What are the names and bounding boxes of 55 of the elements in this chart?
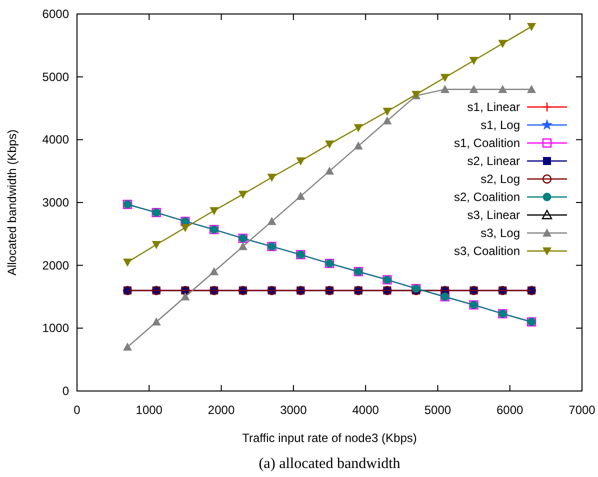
point: [123, 258, 132, 267]
x-axis-title: Traffic input rate of node3 (Kbps): [242, 431, 417, 445]
point: [180, 224, 190, 232]
legend-label: s3, Linear: [467, 208, 520, 222]
y-tick-label: 0: [62, 384, 70, 398]
x-tick-label: 6000: [496, 403, 524, 417]
point: [527, 84, 536, 93]
point: [440, 74, 450, 82]
point: [123, 342, 132, 351]
point: [296, 192, 306, 200]
x-tick-label: 3000: [280, 403, 308, 417]
x-tick-label: 7000: [568, 403, 596, 417]
point: [238, 190, 248, 199]
y-tick-label: 1000: [42, 321, 70, 336]
text: (a) allocated bandwidth: [258, 456, 401, 472]
legend-label: s3, Coalition: [454, 244, 520, 258]
point: [469, 56, 478, 65]
point: [267, 174, 276, 182]
point: [152, 317, 161, 326]
legend-label: s2, Coalition: [454, 190, 520, 204]
point: [382, 108, 392, 116]
legend-label: s1, Coalition: [454, 136, 520, 150]
y-axis-title: Allocated bandwidth (Kbps): [5, 129, 19, 276]
point: [354, 124, 363, 132]
point: [382, 116, 392, 124]
point: [498, 40, 508, 48]
legend-label: s2, Log: [480, 172, 520, 186]
y-tick-label: 2000: [42, 258, 70, 272]
point: [527, 22, 536, 32]
point: [469, 84, 478, 93]
point: [354, 141, 363, 150]
legend-label: s1, Linear: [467, 100, 520, 114]
point: [325, 166, 334, 175]
x-tick-label: 5000: [424, 403, 452, 417]
x-tick-label: 1000: [136, 403, 163, 417]
point: [325, 140, 334, 149]
point: [296, 157, 306, 166]
point: [210, 207, 219, 216]
point: [267, 216, 276, 225]
x-tick-label: 4000: [352, 403, 380, 417]
y-tick-label: 5000: [42, 70, 70, 84]
point: [210, 267, 219, 276]
point: [180, 292, 190, 300]
y-tick-label: 3000: [42, 196, 70, 210]
legend-label: s2, Linear: [467, 154, 520, 168]
point: [238, 242, 248, 250]
x-tick-label: 2000: [208, 403, 235, 417]
legend-label: s1, Log: [480, 118, 520, 132]
y-tick-label: 6000: [42, 7, 70, 21]
legend-label: s3, Log: [480, 226, 520, 240]
x-tick-label: 0: [74, 403, 81, 417]
y-tick-label: 4000: [42, 132, 70, 147]
point: [440, 84, 450, 93]
point: [498, 84, 508, 93]
point: [152, 241, 161, 250]
